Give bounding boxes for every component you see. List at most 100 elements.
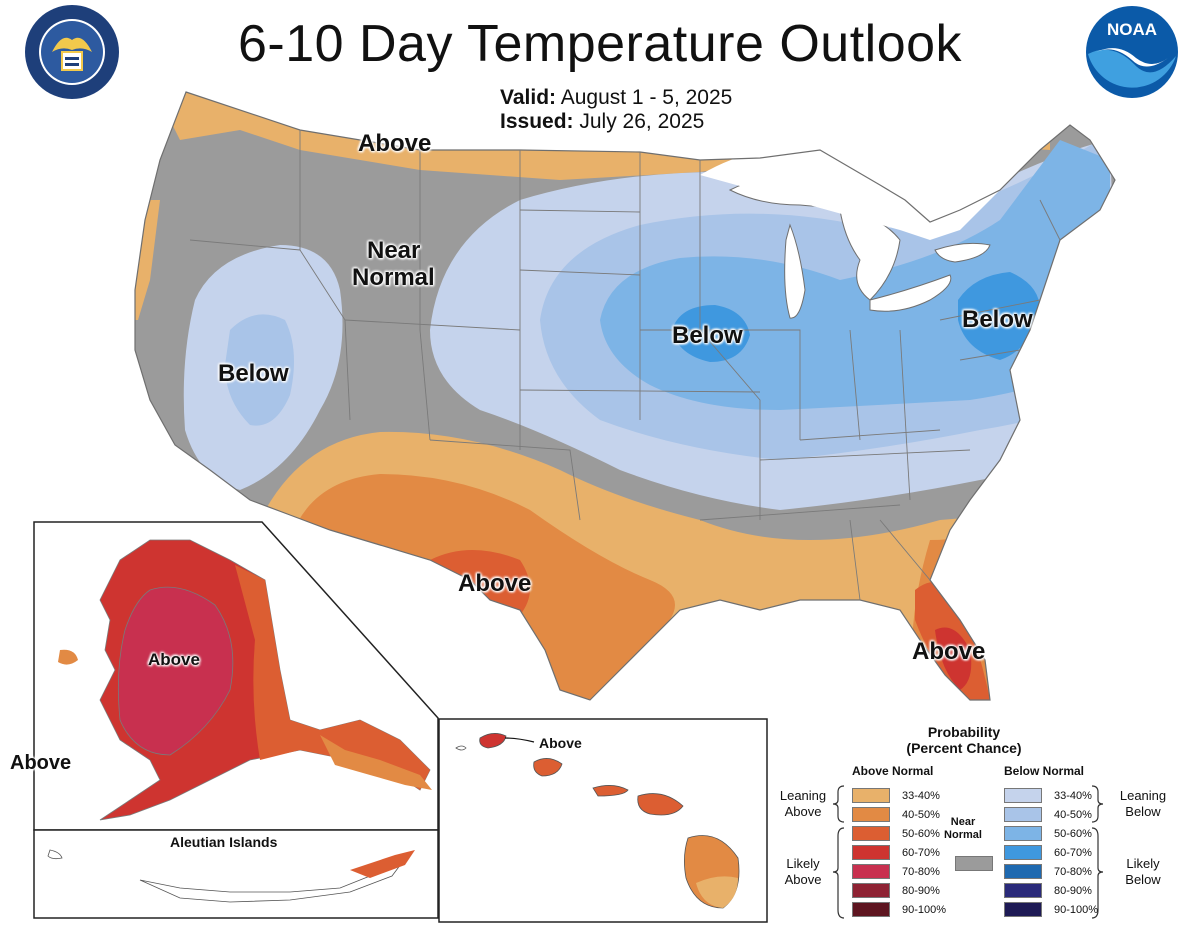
above-texas-50-area bbox=[430, 550, 530, 622]
above-westcoast-area bbox=[135, 200, 160, 320]
legend-likely-below-line2: Below bbox=[1125, 872, 1161, 887]
issued-label: Issued: bbox=[500, 110, 574, 133]
brace-leaning-above bbox=[832, 785, 845, 823]
legend-likely-above: Likely Above bbox=[772, 856, 834, 888]
legend-bin-label: 60-70% bbox=[902, 846, 940, 859]
legend-bin-label: 40-50% bbox=[902, 808, 940, 821]
legend-bin-row: 40-50% bbox=[1004, 805, 1098, 824]
below-midwest-60-area bbox=[672, 305, 750, 362]
brace-leaning-below bbox=[1091, 785, 1104, 823]
aleutian-east-area bbox=[350, 850, 415, 878]
state-borders bbox=[189, 130, 1061, 601]
legend-likely-above-line2: Above bbox=[784, 872, 822, 887]
molokai-island bbox=[592, 785, 629, 797]
legend-swatch bbox=[1004, 788, 1042, 803]
legend-bin-label: 60-70% bbox=[1054, 846, 1092, 859]
legend-bin-label: 70-80% bbox=[902, 865, 940, 878]
alaska-panhandle bbox=[320, 735, 432, 790]
legend-swatch bbox=[852, 826, 890, 841]
label-below-west: Below bbox=[218, 360, 289, 387]
legend-near-normal-label: Near Normal bbox=[938, 816, 988, 842]
legend-leaning-above-line1: Leaning bbox=[779, 788, 827, 803]
great-lakes bbox=[700, 147, 1040, 319]
legend-below-bins: 33-40% 40-50% 50-60% 60-70% 70-80% 80-90% 90-1… bbox=[1004, 786, 1098, 919]
brace-likely-below bbox=[1091, 827, 1104, 919]
legend-bin-label: 40-50% bbox=[1054, 808, 1092, 821]
maui-island bbox=[637, 793, 684, 816]
valid-label: Valid: bbox=[500, 86, 557, 109]
label-above-texas: Above bbox=[458, 570, 532, 597]
issued-value: July 26, 2025 bbox=[579, 110, 705, 133]
legend-leaning-below-line1: Leaning bbox=[1119, 788, 1167, 803]
legend-swatch bbox=[1004, 902, 1042, 917]
legend-near-normal-swatch bbox=[955, 856, 993, 871]
label-below-northeast: Below bbox=[962, 306, 1033, 333]
legend-swatch bbox=[1004, 864, 1042, 879]
legend-bin-row: 50-60% bbox=[1004, 824, 1098, 843]
legend-likely-above-line1: Likely bbox=[786, 856, 820, 871]
legend-bin-row: 33-40% bbox=[852, 786, 946, 805]
legend-title-line2: (Percent Chance) bbox=[906, 740, 1022, 756]
map-title: 6-10 Day Temperature Outlook bbox=[237, 15, 963, 73]
label-above-florida: Above bbox=[912, 638, 986, 665]
big-island-lean-area bbox=[696, 876, 738, 908]
legend-title: Probability (Percent Chance) bbox=[904, 724, 1024, 756]
valid-line: Valid: August 1 - 5, 2025 bbox=[500, 86, 732, 110]
hawaii-islet bbox=[455, 745, 467, 751]
legend-leaning-below-line2: Below bbox=[1125, 804, 1161, 819]
legend-bin-label: 80-90% bbox=[902, 884, 940, 897]
legend-bin-label: 33-40% bbox=[902, 789, 940, 802]
below-west-40-area bbox=[225, 314, 294, 426]
label-alaska-above: Above bbox=[148, 650, 200, 669]
legend-title-line1: Probability bbox=[927, 724, 1001, 740]
below-northeast-60-area bbox=[958, 272, 1040, 360]
legend-above-bins: 33-40% 40-50% 50-60% 60-70% 70-80% 80-90% 90-1… bbox=[852, 786, 946, 919]
legend-below-header: Below Normal bbox=[1004, 764, 1085, 778]
legend-near-line1: Near bbox=[950, 816, 976, 828]
legend-bin-label: 50-60% bbox=[902, 827, 940, 840]
legend-bin-row: 50-60% bbox=[852, 824, 946, 843]
legend-bin-row: 80-90% bbox=[1004, 881, 1098, 900]
legend-leaning-below: Leaning Below bbox=[1112, 788, 1174, 820]
legend-braces bbox=[832, 785, 1104, 919]
legend-bin-row: 90-100% bbox=[1004, 900, 1098, 919]
label-near-normal-line2: Normal bbox=[352, 264, 435, 291]
legend-swatch bbox=[852, 864, 890, 879]
legend-bin-label: 90-100% bbox=[902, 903, 947, 916]
legend-bin-label: 33-40% bbox=[1054, 789, 1092, 802]
label-alaska-side-above: Above bbox=[10, 752, 72, 774]
noaa-logo: NOAA bbox=[1086, 6, 1178, 98]
aleutian-island bbox=[47, 849, 63, 860]
label-aleutian-islands: Aleutian Islands bbox=[170, 834, 278, 850]
hawaii-leader-line bbox=[504, 737, 535, 743]
legend-swatch bbox=[1004, 883, 1042, 898]
legend-bin-row: 80-90% bbox=[852, 881, 946, 900]
legend-bin-row: 60-70% bbox=[852, 843, 946, 862]
alaska-70-area bbox=[117, 586, 234, 756]
hawaii-inset bbox=[438, 718, 768, 923]
brace-likely-above bbox=[832, 827, 845, 919]
kauai-island bbox=[479, 733, 507, 749]
legend-bin-label: 90-100% bbox=[1054, 903, 1099, 916]
legend-bin-label: 50-60% bbox=[1054, 827, 1092, 840]
legend-swatch bbox=[1004, 845, 1042, 860]
oahu-island bbox=[533, 758, 563, 777]
legend-likely-below: Likely Below bbox=[1112, 856, 1174, 888]
label-hawaii-above: Above bbox=[539, 735, 582, 751]
label-below-midwest: Below bbox=[672, 322, 743, 349]
legend-bin-label: 80-90% bbox=[1054, 884, 1092, 897]
legend-bin-label: 70-80% bbox=[1054, 865, 1092, 878]
issued-line: Issued: July 26, 2025 bbox=[500, 110, 704, 134]
legend-bin-row: 70-80% bbox=[852, 862, 946, 881]
legend-leaning-above-line2: Above bbox=[784, 804, 822, 819]
legend-above-header: Above Normal bbox=[852, 764, 934, 778]
label-above-north: Above bbox=[358, 130, 432, 157]
legend-swatch bbox=[852, 883, 890, 898]
legend-leaning-above: Leaning Above bbox=[772, 788, 834, 820]
legend-bin-row: 90-100% bbox=[852, 900, 946, 919]
noaa-logo-text: NOAA bbox=[1107, 20, 1157, 39]
legend-bin-row: 33-40% bbox=[1004, 786, 1098, 805]
label-near-normal-line1: Near bbox=[367, 237, 421, 264]
alaska-50-area bbox=[235, 565, 430, 790]
